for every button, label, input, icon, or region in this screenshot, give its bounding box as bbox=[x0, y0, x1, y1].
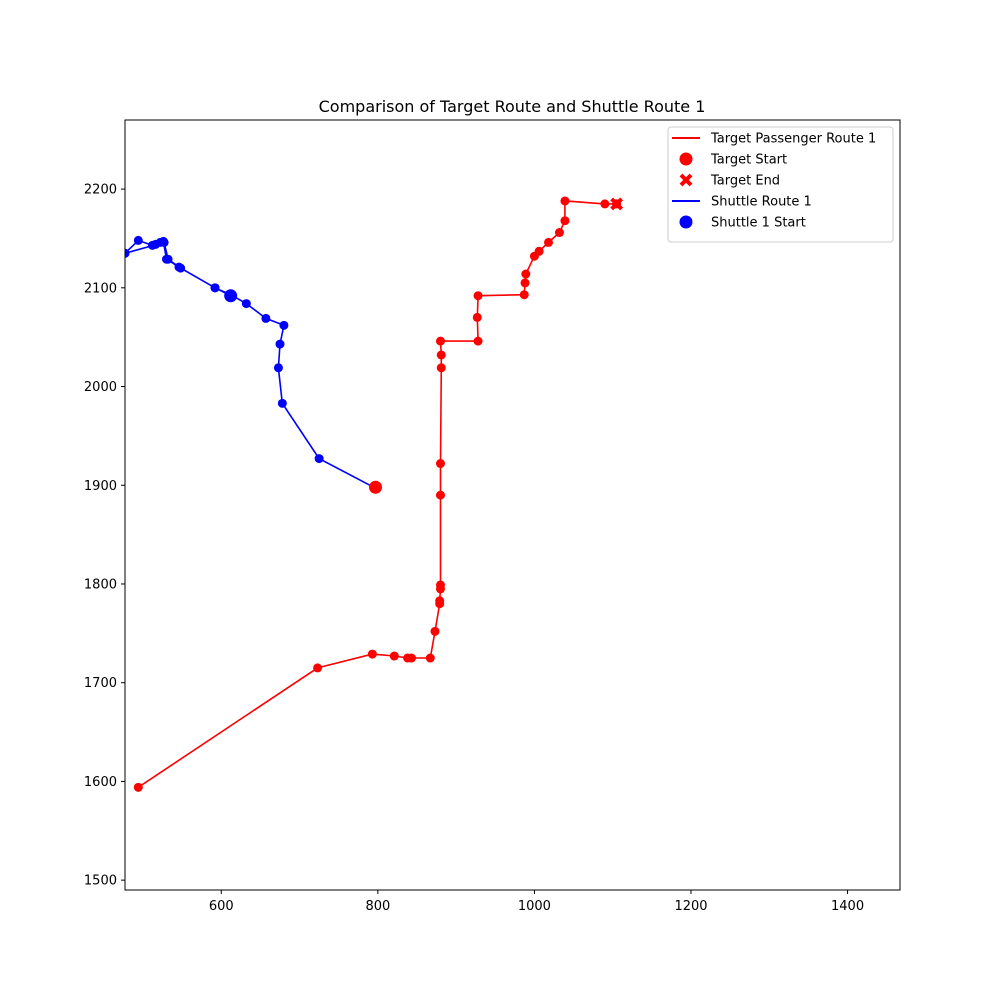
series-0-point-17 bbox=[473, 336, 483, 346]
y-tick-label-2: 1700 bbox=[84, 676, 117, 691]
series-1-point-17 bbox=[279, 320, 289, 330]
series-0-point-14 bbox=[436, 363, 446, 373]
series-1-point-19 bbox=[273, 363, 283, 373]
y-tick-label-1: 1600 bbox=[84, 775, 117, 790]
series-0-point-16 bbox=[435, 336, 445, 346]
series-0-point-29 bbox=[600, 199, 610, 209]
legend-handle-2 bbox=[679, 173, 693, 187]
series-1-point-11 bbox=[163, 254, 173, 264]
legend-handle-1 bbox=[679, 152, 693, 166]
series-0-point-12 bbox=[435, 490, 445, 500]
series-line-0 bbox=[137, 200, 617, 788]
x-tick-label-3: 1200 bbox=[674, 899, 707, 914]
series-0-point-3 bbox=[389, 651, 399, 661]
series-1-point-8 bbox=[133, 235, 143, 245]
x-tick-label-4: 1400 bbox=[831, 899, 864, 914]
y-tick-label-7: 2200 bbox=[84, 183, 117, 198]
series-1-point-10 bbox=[159, 237, 169, 247]
series-1-point-7 bbox=[147, 240, 157, 250]
series-0-point-25 bbox=[544, 237, 554, 247]
axes: 600 800 1000 1200 1400 1500 1600 1700 1800 1900 20… bbox=[84, 183, 864, 914]
legend-label-3: Shuttle Route 1 bbox=[711, 195, 812, 210]
series-0-point-5 bbox=[407, 653, 417, 663]
series-0-point-9 bbox=[435, 596, 445, 606]
series-0-point-18 bbox=[472, 312, 482, 322]
series-1-point-18 bbox=[275, 339, 285, 349]
series-1-point-12 bbox=[176, 263, 186, 273]
legend-label-2: Target End bbox=[710, 174, 780, 189]
series-1-point-20 bbox=[277, 398, 287, 408]
legend-handle-4 bbox=[679, 215, 693, 229]
series-1-point-16 bbox=[261, 313, 271, 323]
chart-title: Comparison of Target Route and Shuttle R… bbox=[319, 97, 706, 116]
series-0-point-27 bbox=[560, 216, 570, 226]
series-0-point-19 bbox=[473, 291, 483, 301]
y-tick-label-0: 1500 bbox=[84, 874, 117, 889]
plot-area bbox=[125, 196, 624, 792]
series-0-point-24 bbox=[534, 246, 544, 256]
target-start-marker bbox=[369, 480, 383, 494]
y-tick-label-4: 1900 bbox=[84, 479, 117, 494]
series-1-point-15 bbox=[241, 299, 251, 309]
series-0-point-11 bbox=[435, 580, 445, 590]
legend-label-4: Shuttle 1 Start bbox=[711, 216, 806, 231]
series-0-point-15 bbox=[436, 350, 446, 360]
x-tick-label-0: 600 bbox=[209, 899, 234, 914]
legend: Target Passenger Route 1 Target Start Targ… bbox=[667, 126, 894, 243]
series-0-point-28 bbox=[560, 196, 570, 206]
x-tick-label-2: 1000 bbox=[518, 899, 551, 914]
series-0-point-7 bbox=[430, 626, 440, 636]
series-0-point-20 bbox=[519, 290, 529, 300]
shuttle-start-marker bbox=[224, 289, 238, 303]
series-0-point-2 bbox=[367, 649, 377, 659]
target-end-marker bbox=[610, 197, 624, 211]
legend-label-0: Target Passenger Route 1 bbox=[710, 132, 876, 147]
axes-frame bbox=[124, 119, 901, 891]
series-1-point-13 bbox=[210, 283, 220, 293]
series-1-point-21 bbox=[314, 454, 324, 464]
series-0-point-6 bbox=[425, 653, 435, 663]
series-0-point-26 bbox=[554, 228, 564, 238]
y-tick-label-5: 2000 bbox=[84, 380, 117, 395]
series-0-point-21 bbox=[520, 278, 530, 288]
legend-label-1: Target Start bbox=[710, 153, 787, 168]
series-0-point-0 bbox=[133, 782, 143, 792]
series-1-point-9 bbox=[125, 248, 130, 258]
x-tick-label-1: 800 bbox=[365, 899, 390, 914]
y-tick-label-6: 2100 bbox=[84, 281, 117, 296]
series-line-1 bbox=[125, 239, 376, 489]
y-tick-label-3: 1800 bbox=[84, 577, 117, 592]
series-0-point-22 bbox=[521, 269, 531, 279]
series-0-point-13 bbox=[435, 459, 445, 469]
legend-box bbox=[667, 126, 894, 243]
series-0-point-1 bbox=[313, 663, 323, 673]
